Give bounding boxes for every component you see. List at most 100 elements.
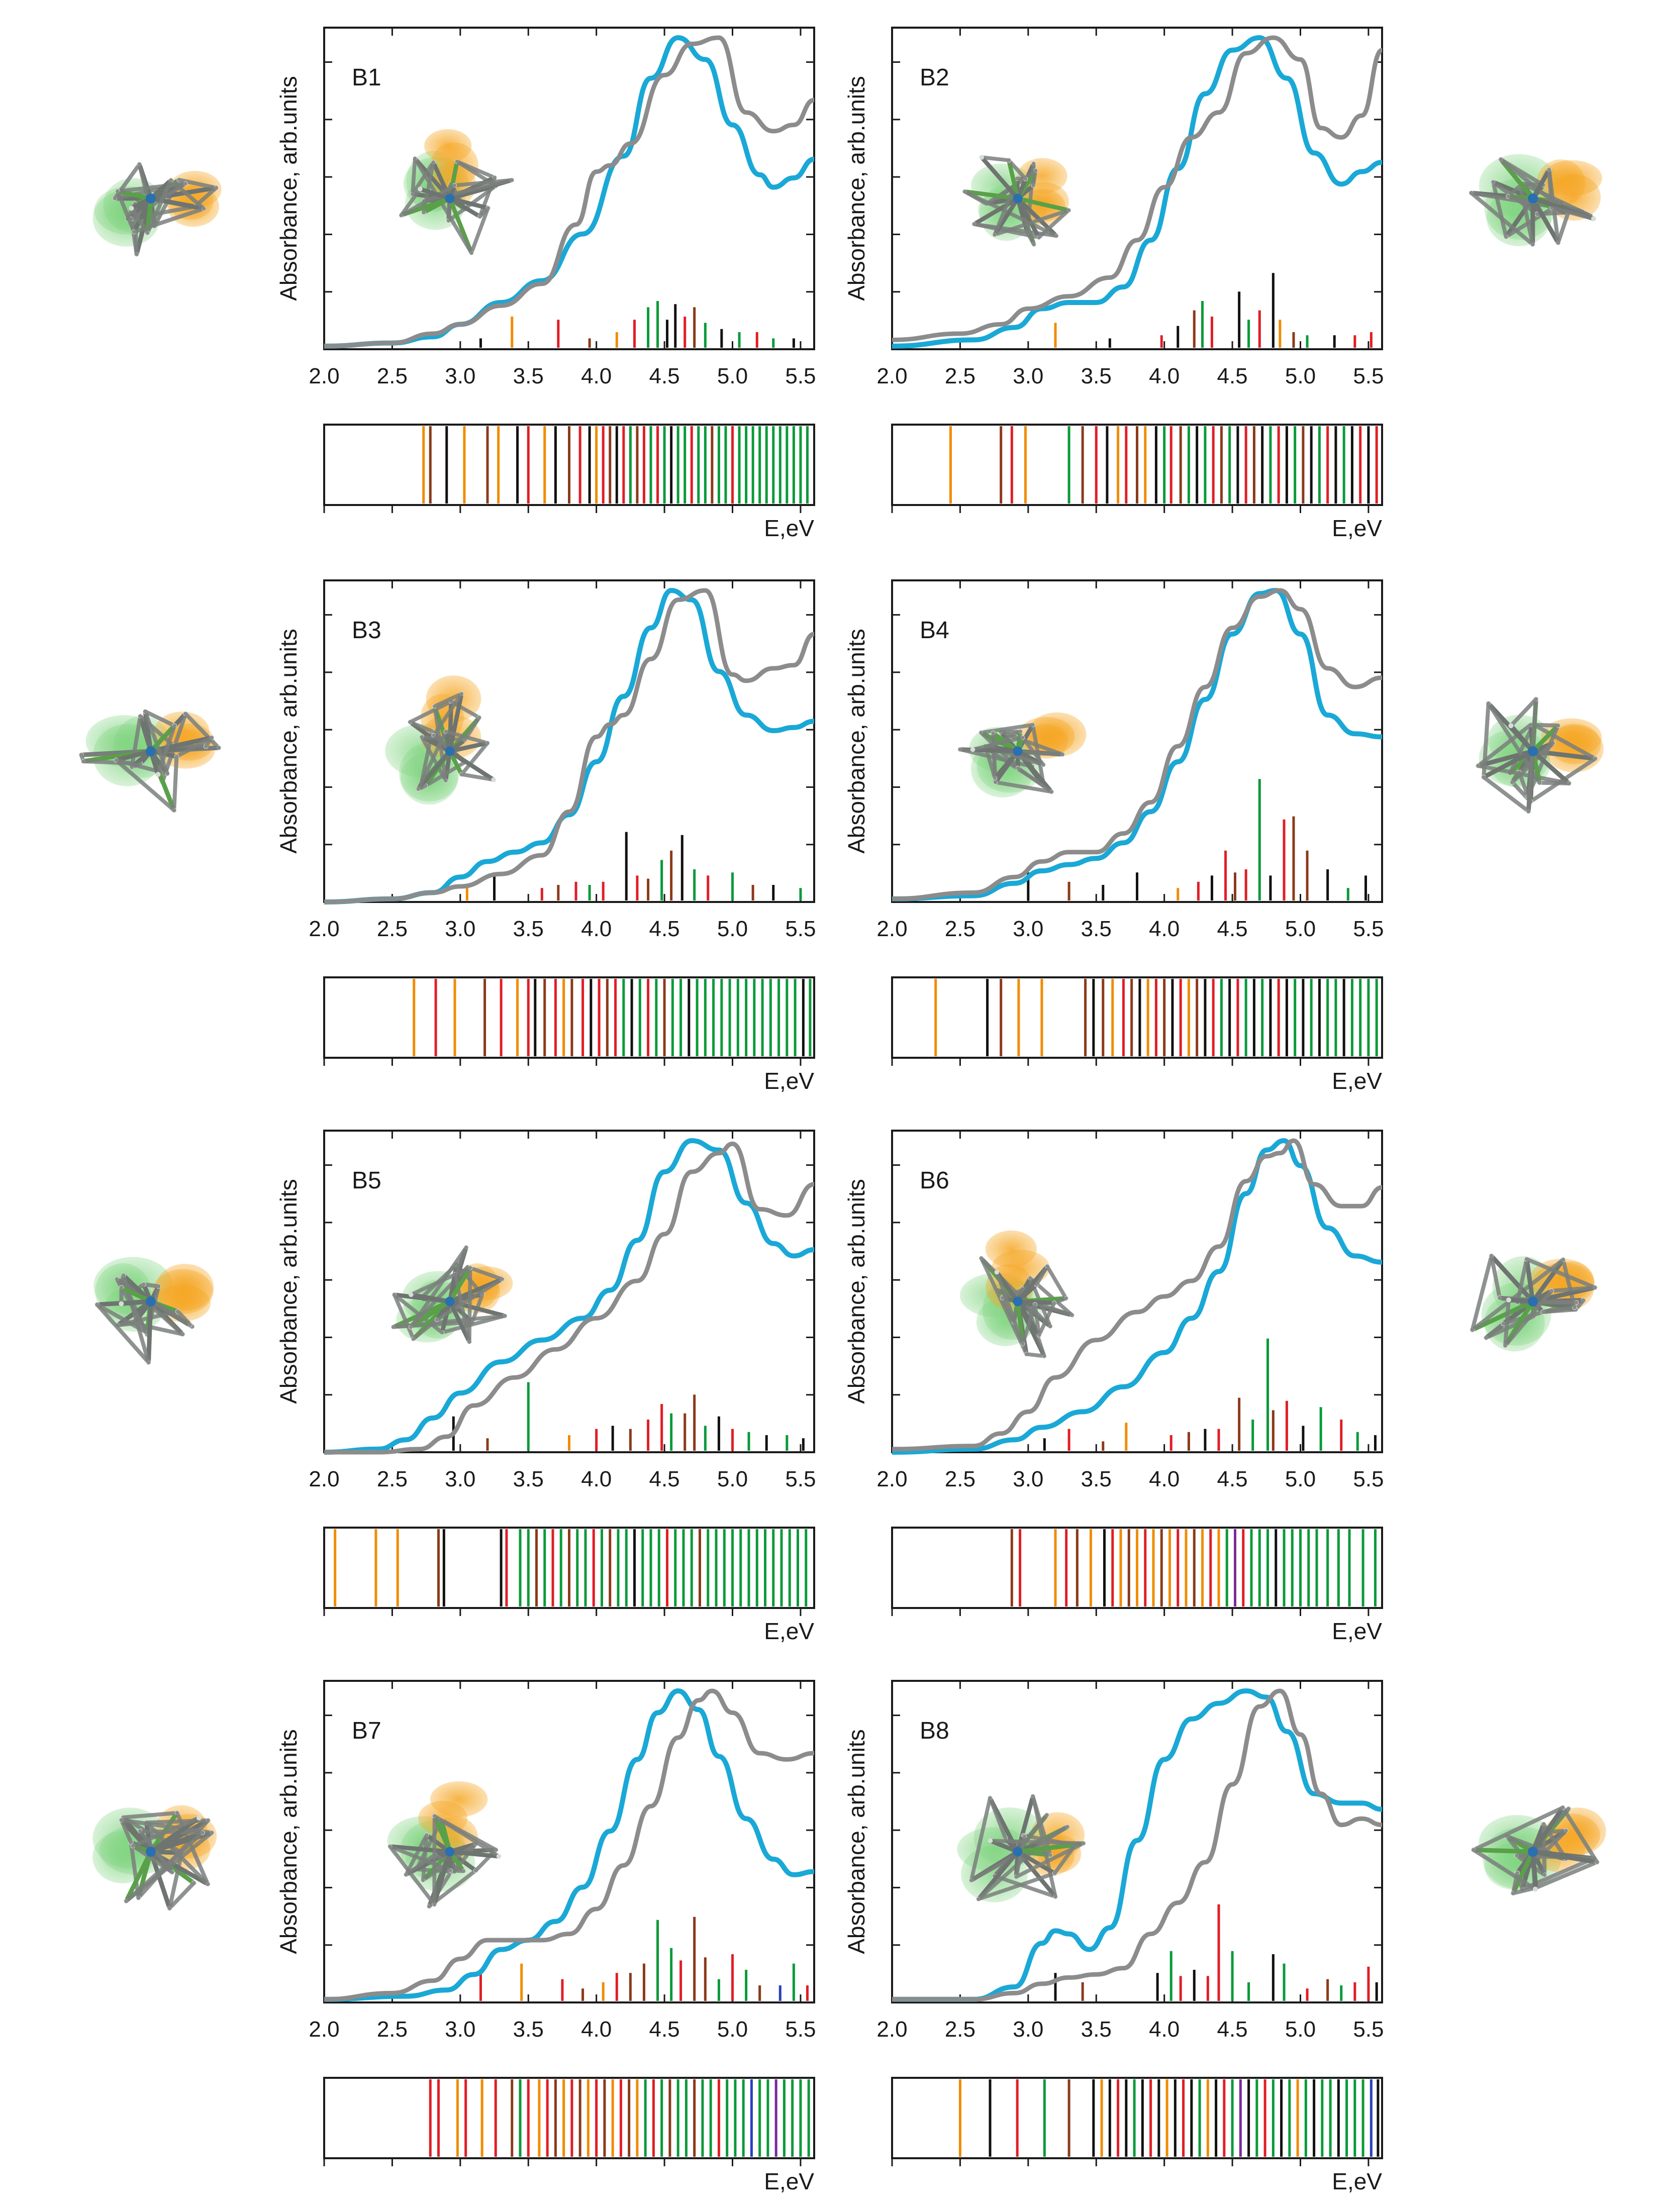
panel-title: B3 <box>352 617 381 644</box>
metal-center-atom <box>146 1296 156 1306</box>
metal-center-atom <box>1013 1847 1023 1857</box>
spectrum-panel-b8: 2.0 2.5 3.0 3.5 4.0 4.5 5.0 5.5 Absorbance, arb.… <box>843 1680 1606 2194</box>
bond-stick <box>1021 1302 1037 1346</box>
bond-stick <box>467 1266 472 1344</box>
bond-stick <box>980 155 1020 201</box>
spectrum-curve-blue <box>892 588 1383 901</box>
bond-stick <box>1472 1848 1537 1891</box>
x-tick-label: 3.5 <box>513 2017 544 2042</box>
metal-center-atom <box>146 193 156 204</box>
x-tick-label: 5.5 <box>785 1467 816 1491</box>
bond-stick <box>418 187 452 201</box>
bond-stick <box>452 178 514 187</box>
bond-stick <box>119 1818 133 1845</box>
bond-stick <box>422 178 514 203</box>
metal-center-atom <box>1013 193 1023 204</box>
y-axis-label: Absorbance, arb.units <box>843 1729 869 1954</box>
spectrum-curve-gray <box>324 1688 815 2002</box>
x-tick-label: 5.0 <box>717 364 748 388</box>
x-tick-label: 5.5 <box>785 2017 816 2042</box>
bond-stick <box>156 724 177 777</box>
bond-stick <box>1033 1302 1041 1337</box>
x-tick-label: 4.0 <box>1149 1467 1180 1491</box>
x-tick-label: 4.0 <box>581 1467 612 1491</box>
x-tick-label: 2.5 <box>377 364 408 388</box>
bond-stick <box>146 1299 153 1365</box>
spectrum-panel-b6: 2.0 2.5 3.0 3.5 4.0 4.5 5.0 5.5 Absorbance, arb.… <box>843 1130 1598 1644</box>
plot-frame <box>323 1130 815 1453</box>
x-tick-label: 5.5 <box>785 364 816 388</box>
spectrum-curve-gray <box>892 1138 1383 1452</box>
bond-stick <box>1530 749 1572 786</box>
bond-stick <box>995 1270 1025 1346</box>
x-tick-label: 5.0 <box>1285 364 1316 388</box>
x-tick-label: 4.0 <box>581 364 612 388</box>
x-tick-label: 4.5 <box>649 2017 679 2042</box>
bond-stick <box>1503 1288 1554 1348</box>
bond-stick <box>409 1292 452 1304</box>
bond-stick <box>1472 1805 1565 1852</box>
x-tick-label: 5.0 <box>717 917 748 941</box>
hydrogen-atom <box>979 155 985 160</box>
x-tick-label: 2.0 <box>876 1467 907 1491</box>
panel-title: B1 <box>352 64 381 91</box>
bond-stick <box>455 159 497 180</box>
hydrogen-atom <box>119 1301 124 1306</box>
bond-stick <box>1015 196 1071 213</box>
x-tick-label: 5.5 <box>785 917 816 941</box>
spectrum-curve-gray <box>324 1141 815 1455</box>
metal-center-atom <box>146 1847 156 1857</box>
bond-stick <box>1015 1299 1041 1338</box>
spectrum-curve-blue <box>324 1688 815 2002</box>
bond-stick <box>1481 749 1535 780</box>
molecule-structure-icon <box>391 1245 513 1345</box>
x-tick-label: 4.0 <box>581 2017 612 2042</box>
bond-stick <box>1489 1253 1535 1304</box>
bond-stick <box>119 1285 153 1304</box>
molecule-structure-icon <box>78 709 222 813</box>
plot-frame <box>323 1680 815 2003</box>
bond-stick <box>969 1796 992 1882</box>
molecule-structure-icon <box>959 1230 1075 1359</box>
bond-stick <box>1015 1849 1057 1876</box>
bond-stick <box>1034 1264 1049 1287</box>
bond-stick <box>408 699 453 724</box>
metal-center-atom <box>1013 1296 1023 1306</box>
x-tick-label: 3.0 <box>445 2017 475 2042</box>
bond-stick <box>1515 1257 1529 1304</box>
bond-stick <box>1482 701 1491 779</box>
metal-center-atom <box>445 193 455 204</box>
bond-stick <box>447 741 490 754</box>
x-tick-label: 4.5 <box>1217 364 1247 388</box>
spectrum-panel-b3: 2.0 2.5 3.0 3.5 4.0 4.5 5.0 5.5 Absorbance, arb.… <box>78 579 816 1094</box>
spectrum-panel-b5: 2.0 2.5 3.0 3.5 4.0 4.5 5.0 5.5 Absorbance, arb.… <box>93 1130 816 1644</box>
x-tick-label: 2.5 <box>945 917 975 941</box>
spectrum-panel-b4: 2.0 2.5 3.0 3.5 4.0 4.5 5.0 5.5 Absorbance, arb.… <box>843 579 1604 1094</box>
x-tick-label: 3.5 <box>513 1467 544 1491</box>
bond-stick <box>1476 763 1571 785</box>
bond-stick <box>1045 1264 1068 1300</box>
panel-title: B7 <box>352 1718 381 1744</box>
strip-x-label: E,eV <box>764 1618 814 1644</box>
bond-stick <box>409 1266 472 1297</box>
bond-stick <box>1037 1301 1056 1337</box>
bond-stick <box>408 720 434 733</box>
hydrogen-atom <box>155 772 161 777</box>
bond-stick <box>138 1829 174 1874</box>
bond-stick <box>388 1844 452 1873</box>
x-tick-label: 2.0 <box>876 2017 907 2042</box>
x-tick-label: 2.0 <box>309 1467 339 1491</box>
x-tick-label: 3.5 <box>1081 1467 1112 1491</box>
x-tick-label: 2.5 <box>377 1467 408 1491</box>
bond-stick <box>1471 1847 1535 1854</box>
spectrum-curve-gray <box>892 588 1383 901</box>
panel-title: B8 <box>920 1718 949 1744</box>
hydrogen-atom <box>994 1269 1000 1275</box>
bond-stick <box>411 156 417 196</box>
x-tick-label: 3.0 <box>1013 917 1043 941</box>
molecule-structure-icon <box>957 712 1087 797</box>
metal-center-atom <box>445 746 455 756</box>
hydrogen-atom <box>1506 1297 1511 1302</box>
bond-stick <box>1517 770 1530 798</box>
